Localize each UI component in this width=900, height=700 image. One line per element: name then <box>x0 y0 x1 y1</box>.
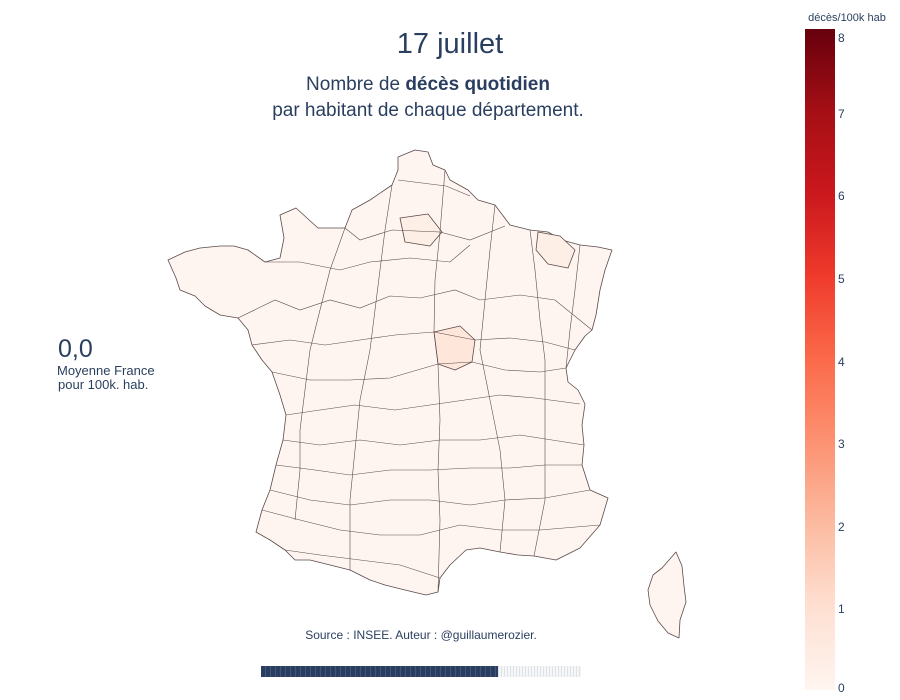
department-highlighted-east[interactable] <box>535 231 576 269</box>
source-credit: Source : INSEE. Auteur : @guillaumerozie… <box>305 628 537 642</box>
mainland-france[interactable] <box>167 149 613 596</box>
colorbar-tick: 3 <box>838 437 845 452</box>
national-average-value: 0,0 <box>58 335 93 363</box>
page-subtitle: Nombre de décès quotidien par habitant d… <box>200 72 656 124</box>
department-borders <box>237 169 601 593</box>
colorbar-tick: 4 <box>838 354 845 369</box>
colorbar-tick: 1 <box>838 602 845 617</box>
subtitle-line2: par habitant de chaque département. <box>272 100 584 121</box>
colorbar-title: décès/100k hab <box>808 12 886 24</box>
departments-layer <box>167 149 687 639</box>
colorbar-tick: 8 <box>838 31 845 45</box>
average-label-line1: Moyenne France <box>57 363 155 378</box>
animation-progress-bar[interactable] <box>261 666 581 677</box>
subtitle-bold: décès quotidien <box>405 74 550 95</box>
colorbar-tick: 0 <box>838 681 845 695</box>
animation-progress-fill <box>261 666 498 677</box>
colorbar-tick: 5 <box>838 271 845 286</box>
subtitle-prefix: Nombre de <box>306 74 406 95</box>
colorbar-tick: 2 <box>838 519 845 534</box>
average-label-line2: pour 100k. hab. <box>58 377 149 392</box>
national-average-label: Moyenne France pour 100k. hab. <box>57 364 187 392</box>
page-title: 17 juillet <box>396 28 504 60</box>
colorbar-gradient <box>805 29 835 690</box>
department-highlighted-paris[interactable] <box>399 213 443 247</box>
colorbar-tick: 6 <box>838 189 845 204</box>
colorbar-tick: 7 <box>838 106 845 121</box>
corsica[interactable] <box>647 551 687 639</box>
